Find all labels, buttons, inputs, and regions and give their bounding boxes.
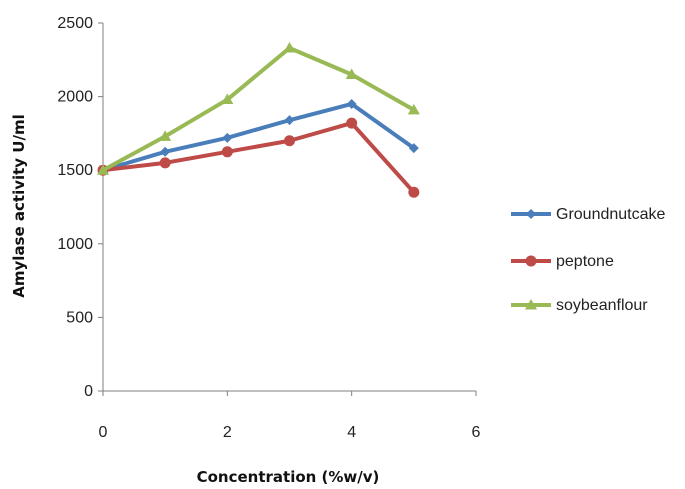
data-point	[159, 157, 171, 169]
data-point	[160, 146, 171, 157]
legend-item: soybeanflour	[511, 297, 648, 314]
series-soybeanflour	[97, 42, 420, 175]
legend-marker	[526, 209, 536, 219]
y-axis-title: Amylase activity U/ml	[10, 114, 28, 297]
data-point	[346, 98, 357, 109]
legend-item: peptone	[511, 253, 614, 270]
series-line	[102, 46, 415, 172]
legend-label: soybeanflour	[556, 297, 648, 314]
legend: Groundnutcake peptone soybeanflour	[511, 206, 666, 314]
y-tick-label: 1000	[57, 236, 93, 253]
x-tick-label: 2	[223, 424, 232, 441]
legend-label: peptone	[556, 253, 614, 270]
x-tick-labels: 0 2 4 6	[99, 424, 481, 441]
data-point	[283, 42, 296, 53]
series-peptone	[97, 117, 420, 198]
data-point	[346, 117, 358, 129]
series-line	[102, 121, 416, 194]
data-point	[221, 146, 233, 158]
data-point	[222, 132, 233, 143]
y-tick-label: 500	[66, 309, 93, 326]
data-point	[407, 103, 420, 115]
axes	[98, 22, 477, 396]
data-point	[284, 135, 295, 147]
legend-marker	[525, 299, 537, 310]
data-point	[408, 186, 420, 198]
x-tick-label: 6	[472, 424, 481, 441]
data-point	[97, 164, 109, 175]
x-axis-title: Concentration (%w/v)	[197, 468, 380, 486]
y-tick-label: 0	[84, 383, 93, 400]
legend-marker	[525, 255, 537, 267]
legend-label: Groundnutcake	[556, 206, 666, 223]
data-point	[284, 115, 295, 126]
series-layer	[97, 42, 420, 198]
y-tick-label: 2000	[57, 89, 93, 106]
series-line	[102, 101, 415, 173]
legend-item: Groundnutcake	[511, 206, 666, 223]
x-tick-label: 0	[99, 424, 108, 441]
x-tick-label: 4	[347, 424, 356, 441]
data-point	[159, 130, 172, 141]
data-point	[408, 143, 419, 154]
data-point	[345, 68, 358, 80]
y-tick-label: 1500	[57, 162, 93, 179]
y-tick-labels: 0 500 1000 1500 2000 2500	[57, 15, 93, 400]
y-tick-label: 2500	[57, 15, 93, 32]
data-point	[221, 93, 234, 105]
